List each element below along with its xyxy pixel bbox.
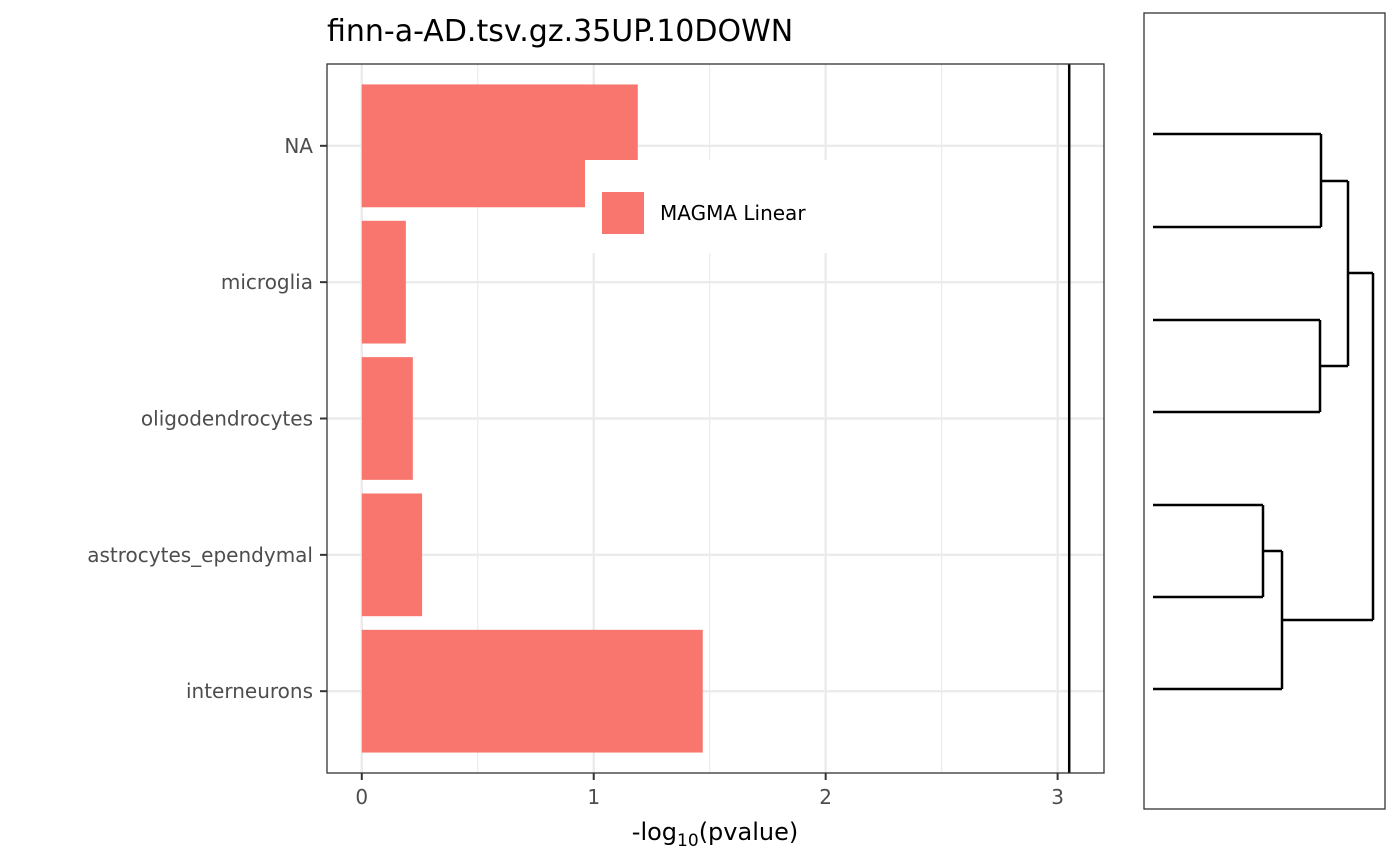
x-tick-label: 2 <box>819 785 832 809</box>
bar-interneurons <box>361 629 703 753</box>
x-axis-title: -log10(pvalue) <box>632 818 798 851</box>
y-tick-label: oligodendrocytes <box>141 407 313 431</box>
chart-title: finn-a-AD.tsv.gz.35UP.10DOWN <box>327 14 793 49</box>
bar-NA-2 <box>361 84 585 208</box>
bar-microglia <box>361 220 406 344</box>
x-axis: 0 1 2 3 <box>355 773 1064 809</box>
x-tick-label: 1 <box>587 785 600 809</box>
y-axis: NA microglia oligodendrocytes astrocytes_ep… <box>87 134 327 703</box>
legend-key <box>602 192 644 234</box>
bars <box>361 84 703 753</box>
x-tick-label: 3 <box>1051 785 1064 809</box>
x-tick-label: 0 <box>355 785 368 809</box>
y-tick-label: NA <box>284 134 313 158</box>
legend-label: MAGMA Linear <box>660 201 806 225</box>
y-tick-label: microglia <box>221 270 313 294</box>
legend: MAGMA Linear <box>585 160 841 253</box>
x-axis-title-subscript: 10 <box>677 831 699 851</box>
dendrogram <box>1153 132 1375 691</box>
x-axis-title-prefix: -log <box>632 818 677 846</box>
y-tick-label: interneurons <box>186 679 313 703</box>
dendrogram-panel <box>1143 12 1386 810</box>
y-tick-label: astrocytes_ependymal <box>87 543 313 567</box>
bar-oligodendrocytes <box>361 357 413 480</box>
x-axis-title-suffix: (pvalue) <box>699 818 799 846</box>
bar-astrocytes_ependymal <box>361 493 423 617</box>
